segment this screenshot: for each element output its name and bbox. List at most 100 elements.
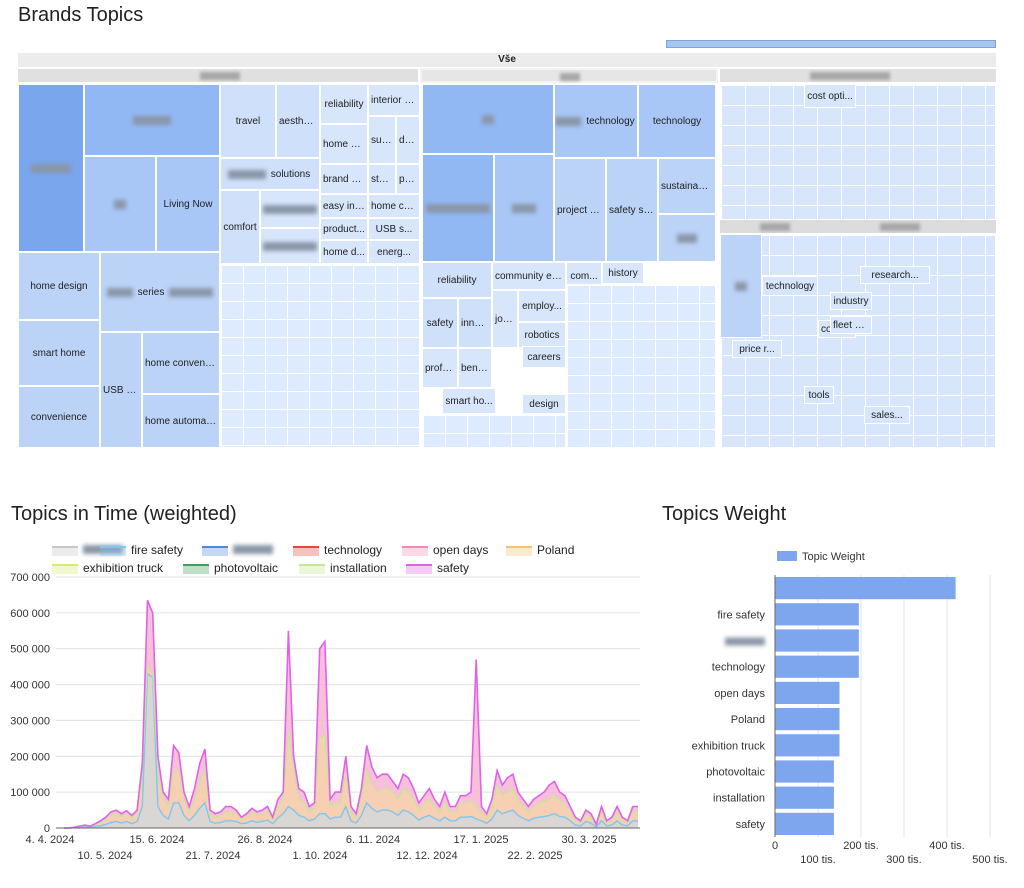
- treemap-cell[interactable]: star...: [368, 164, 396, 194]
- safety-line[interactable]: [64, 599, 638, 829]
- treemap-small-cells[interactable]: [720, 84, 996, 220]
- treemap-cell[interactable]: cost opti...: [804, 84, 856, 108]
- treemap-cell[interactable]: USB s...: [368, 218, 420, 240]
- legend-item[interactable]: exhibition truck: [52, 561, 163, 575]
- treemap-cell[interactable]: sum...: [368, 116, 396, 164]
- treemap-cell[interactable]: innov...: [458, 298, 492, 348]
- legend-item[interactable]: technology: [293, 543, 382, 557]
- treemap-cell[interactable]: home d...: [320, 240, 368, 264]
- treemap-cell[interactable]: USB sol...: [100, 332, 142, 448]
- line-chart-plot[interactable]: 0 100 000 200 000 300 000 400 000 500 000 600 …: [0, 535, 650, 883]
- treemap-cell[interactable]: home convenie...: [142, 332, 220, 394]
- installation-line[interactable]: [64, 665, 638, 829]
- bar-chart-plot[interactable]: Topic Weight fire safety technology open da…: [660, 535, 1024, 883]
- treemap-cell[interactable]: [84, 84, 220, 156]
- treemap-cell[interactable]: [422, 84, 554, 154]
- bar[interactable]: [775, 812, 834, 835]
- treemap-small-cells[interactable]: [422, 414, 566, 448]
- treemap-cell[interactable]: research...: [860, 266, 930, 284]
- treemap-cell[interactable]: [494, 154, 554, 262]
- treemap-cell[interactable]: brand a...: [320, 164, 368, 194]
- legend-item[interactable]: open days: [402, 543, 488, 557]
- treemap-cell[interactable]: travel: [220, 84, 276, 158]
- treemap-cell[interactable]: [84, 156, 156, 252]
- treemap-cell[interactable]: community en...: [492, 262, 566, 290]
- bar[interactable]: [775, 577, 956, 600]
- treemap-cell[interactable]: [658, 214, 716, 262]
- treemap-cell[interactable]: [720, 234, 762, 338]
- treemap-cell[interactable]: project ef...: [554, 158, 606, 262]
- treemap-cell[interactable]: price r...: [732, 340, 782, 358]
- topics-weight-chart[interactable]: Topic Weight fire safety technology open da…: [660, 535, 1024, 883]
- treemap-zoom-bar[interactable]: [666, 40, 996, 48]
- treemap-cell[interactable]: home co...: [368, 194, 420, 218]
- legend-item[interactable]: [52, 543, 123, 557]
- treemap-cell[interactable]: industry: [830, 292, 872, 310]
- treemap-cell[interactable]: tools: [804, 386, 834, 404]
- legend-item[interactable]: installation: [299, 561, 387, 575]
- treemap-cell[interactable]: benefi...: [458, 348, 492, 388]
- fire-safety-line[interactable]: [64, 672, 638, 829]
- treemap-cell[interactable]: safety sol...: [606, 158, 658, 262]
- treemap-cell[interactable]: [260, 190, 320, 228]
- treemap-cell[interactable]: sales...: [864, 406, 910, 424]
- treemap-cell[interactable]: convenience: [18, 386, 100, 448]
- treemap-cell[interactable]: [18, 84, 84, 252]
- treemap-cell[interactable]: technology: [762, 276, 818, 296]
- treemap-small-cells[interactable]: [720, 234, 996, 448]
- treemap-cell[interactable]: technology: [638, 84, 716, 158]
- treemap-root-label[interactable]: Vše: [18, 53, 996, 67]
- treemap-cell[interactable]: energ...: [368, 240, 420, 264]
- bar[interactable]: [775, 786, 834, 809]
- bar[interactable]: [775, 629, 859, 652]
- treemap-cell[interactable]: smart ho...: [442, 388, 496, 414]
- treemap-cell[interactable]: interior de...: [368, 84, 420, 116]
- treemap-cell[interactable]: product...: [320, 218, 368, 240]
- legend-item[interactable]: safety: [406, 561, 469, 575]
- treemap-cell[interactable]: prod...: [396, 164, 420, 194]
- treemap-group-header[interactable]: [720, 220, 996, 233]
- treemap-cell[interactable]: home design: [18, 252, 100, 320]
- topics-in-time-chart[interactable]: fire safety technology open days Poland exhi…: [0, 535, 650, 883]
- treemap-cell[interactable]: smart home: [18, 320, 100, 386]
- legend-item[interactable]: fire safety: [100, 543, 183, 557]
- treemap-cell[interactable]: safety: [422, 298, 458, 348]
- treemap-group-header[interactable]: [420, 68, 718, 83]
- bar[interactable]: [775, 603, 859, 626]
- treemap-cell[interactable]: Living Now: [156, 156, 220, 252]
- treemap-cell[interactable]: fleet m...: [830, 316, 872, 334]
- legend-item[interactable]: Poland: [506, 543, 574, 557]
- treemap-cell[interactable]: solutions: [220, 158, 320, 190]
- treemap-cell[interactable]: careers: [522, 346, 566, 368]
- treemap-cell[interactable]: reliability: [422, 262, 492, 298]
- treemap-cell[interactable]: aesthetic: [276, 84, 320, 158]
- treemap-small-cells[interactable]: [566, 284, 716, 448]
- legend-item[interactable]: [202, 543, 273, 557]
- treemap-cell[interactable]: design: [522, 394, 566, 414]
- treemap-small-cells[interactable]: [220, 264, 420, 448]
- treemap-cell[interactable]: technology: [554, 84, 638, 158]
- treemap-cell[interactable]: reliability: [320, 84, 368, 124]
- treemap-cell[interactable]: [260, 228, 320, 264]
- brands-treemap[interactable]: Vše Living Now home design series smart …: [18, 40, 996, 450]
- treemap-cell[interactable]: profes...: [422, 348, 458, 388]
- treemap-cell[interactable]: desi...: [396, 116, 420, 164]
- treemap-cell[interactable]: home automati...: [142, 394, 220, 448]
- bar[interactable]: [775, 734, 840, 757]
- treemap-cell[interactable]: easy ins...: [320, 194, 368, 218]
- treemap-cell[interactable]: history: [602, 262, 644, 284]
- treemap-cell[interactable]: employ...: [518, 290, 566, 322]
- treemap-group-header[interactable]: [720, 69, 996, 82]
- treemap-cell[interactable]: home so...: [320, 124, 368, 164]
- bar[interactable]: [775, 681, 840, 704]
- bar[interactable]: [775, 760, 834, 783]
- bar[interactable]: [775, 655, 859, 678]
- treemap-cell[interactable]: robotics: [518, 322, 566, 348]
- treemap-group-header[interactable]: [18, 69, 418, 82]
- treemap-cell[interactable]: comfort: [220, 190, 260, 264]
- legend-item[interactable]: photovoltaic: [183, 561, 278, 575]
- treemap-cell[interactable]: [422, 154, 494, 262]
- treemap-cell[interactable]: sustainabil...: [658, 158, 716, 214]
- bar[interactable]: [775, 708, 840, 731]
- treemap-cell[interactable]: job...: [492, 290, 518, 348]
